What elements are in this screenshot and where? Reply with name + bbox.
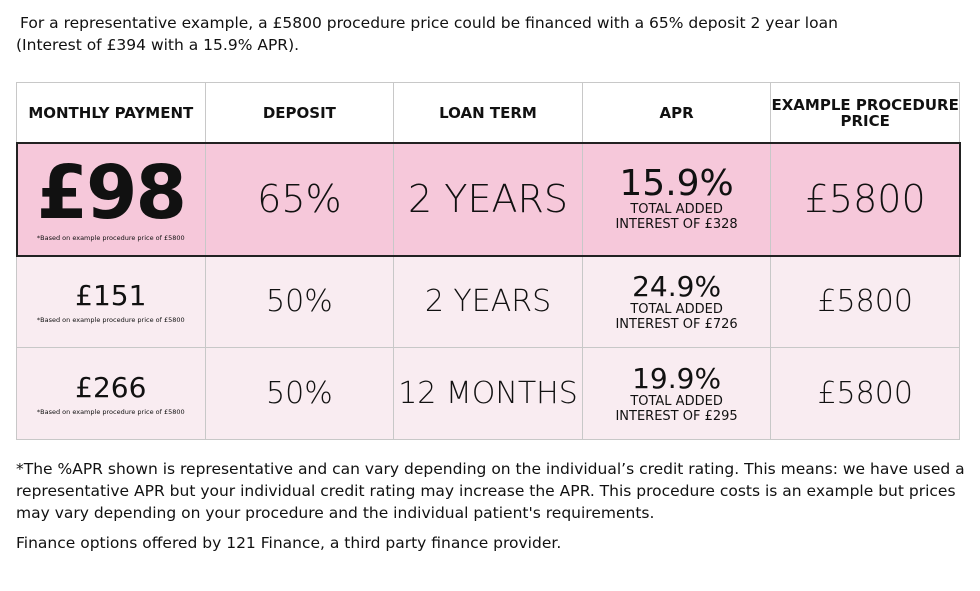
- deposit: 50%: [266, 376, 333, 411]
- column-header: LOAN TERM: [393, 82, 583, 143]
- apr: 24.9%: [632, 269, 722, 303]
- monthly-payment: £98: [36, 150, 187, 236]
- apr-cell: 19.9% TOTAL ADDED INTEREST OF £295: [581, 347, 772, 440]
- apr-note: INTEREST OF £328: [615, 217, 738, 232]
- disclaimer: *The %APR shown is representative and ca…: [16, 460, 965, 522]
- intro-line: For a representative example, a £5800 pr…: [20, 14, 838, 32]
- procedure-price: £5800: [804, 177, 926, 221]
- monthly-payment: £266: [75, 370, 147, 404]
- apr-note: TOTAL ADDED: [630, 301, 723, 317]
- apr-note: TOTAL ADDED: [630, 393, 723, 409]
- procedure-price: £5800: [817, 376, 913, 411]
- table-row: £98 *Based on example procedure price of …: [15, 141, 961, 257]
- payment-cell: £266 *Based on example procedure price of…: [16, 347, 206, 440]
- payment-note: *Based on example procedure price of £58…: [36, 407, 185, 416]
- apr-note: INTEREST OF £295: [615, 408, 738, 424]
- loan-term: 2 YEARS: [407, 177, 568, 221]
- apr-note: TOTAL ADDED: [630, 202, 723, 217]
- loan-term: 12 MONTHS: [398, 376, 578, 411]
- column-header: DEPOSIT: [204, 82, 395, 143]
- payment-note: *Based on example procedure price of £58…: [36, 234, 185, 242]
- payment-note: *Based on example procedure price of £58…: [36, 315, 185, 324]
- deposit-cell: 50%: [204, 255, 395, 348]
- deposit: 65%: [257, 177, 342, 221]
- loan-term: 2 YEARS: [424, 284, 552, 319]
- finance-table: MONTHLY PAYMENT DEPOSIT LOAN TERM APR EXAMPL…: [15, 82, 961, 440]
- deposit-cell: 65%: [204, 142, 395, 256]
- apr-note: INTEREST OF £726: [615, 316, 738, 332]
- footer: *The %APR shown is representative and ca…: [16, 458, 966, 562]
- term-cell: 12 MONTHS: [393, 347, 583, 440]
- intro-line: (Interest of £394 with a 15.9% APR).: [16, 36, 300, 54]
- intro: For a representative example, a £5800 pr…: [16, 12, 838, 56]
- table-row: £151 *Based on example procedure price of…: [16, 255, 960, 348]
- apr: 15.9%: [619, 163, 734, 204]
- provider-note: Finance options offered by 121 Finance, …: [16, 534, 562, 552]
- apr-cell: 15.9% TOTAL ADDED INTEREST OF £328: [581, 142, 772, 256]
- column-header: APR: [581, 82, 772, 143]
- deposit: 50%: [266, 284, 333, 319]
- header-row: MONTHLY PAYMENT DEPOSIT LOAN TERM APR EXAMPL…: [16, 82, 960, 143]
- monthly-payment: £151: [75, 278, 147, 312]
- column-header: EXAMPLE PROCEDURE PRICE: [770, 82, 960, 143]
- payment-cell: £98 *Based on example procedure price of …: [16, 142, 206, 256]
- apr-cell: 24.9% TOTAL ADDED INTEREST OF £726: [581, 255, 772, 348]
- deposit-cell: 50%: [204, 347, 395, 440]
- table-row: £266 *Based on example procedure price of…: [16, 347, 960, 440]
- price-cell: £5800: [770, 347, 960, 440]
- column-header: MONTHLY PAYMENT: [16, 82, 206, 143]
- term-cell: 2 YEARS: [393, 255, 583, 348]
- price-cell: £5800: [770, 255, 960, 348]
- price-cell: £5800: [770, 142, 960, 256]
- term-cell: 2 YEARS: [393, 142, 583, 256]
- procedure-price: £5800: [817, 284, 913, 319]
- payment-cell: £151 *Based on example procedure price of…: [16, 255, 206, 348]
- apr: 19.9%: [632, 361, 722, 395]
